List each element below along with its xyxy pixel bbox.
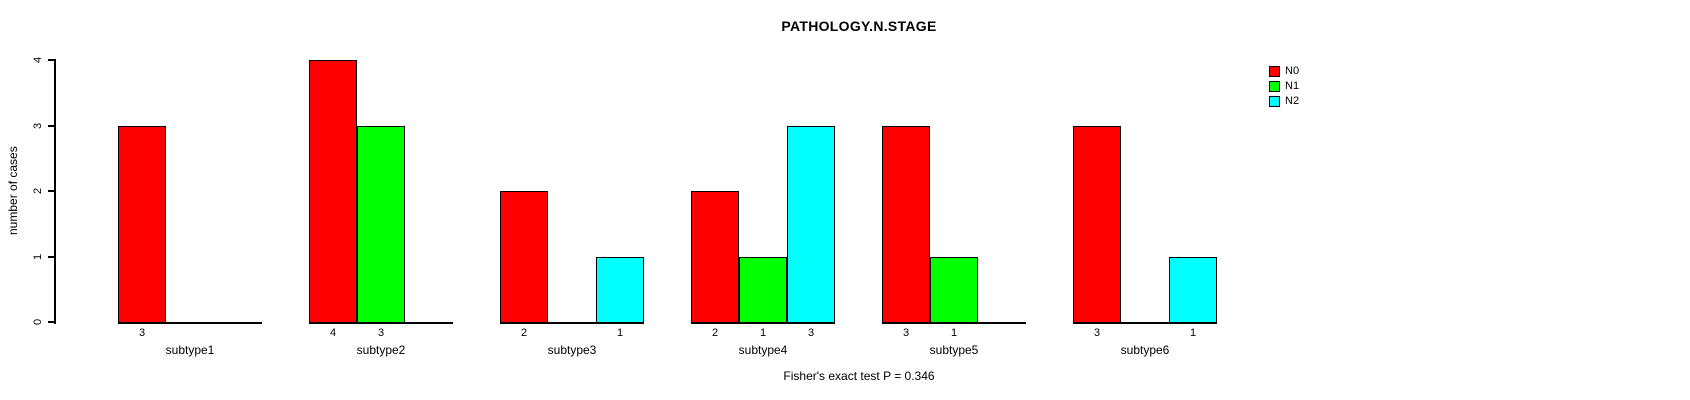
x-axis-baseline [500,322,644,324]
legend-swatch-N1 [1269,81,1280,92]
category-label: subtype4 [738,343,788,357]
legend-label: N2 [1285,95,1300,107]
bar-count-label: 3 [1093,327,1101,339]
legend-row: N0 [1269,66,1299,77]
bar-count-label: 3 [377,327,385,339]
legend-label: N1 [1285,80,1300,92]
bar-subtype4-N1 [739,256,787,323]
legend-row: N2 [1269,96,1299,107]
x-axis-baseline [691,322,835,324]
category-label: subtype5 [929,343,979,357]
bar-subtype6-N2 [1169,256,1217,323]
bar-subtype5-N1 [930,256,978,323]
y-axis-tick [48,59,55,61]
bar-subtype3-N2 [596,256,644,323]
y-axis-tick [48,255,55,258]
y-axis-tick-label: 0 [32,318,44,326]
bar-subtype4-N2 [787,125,835,323]
bar-count-label: 3 [138,327,146,339]
legend-swatch-N0 [1269,66,1280,77]
bar-subtype1-N0 [118,125,166,323]
x-axis-baseline [1073,322,1217,324]
y-axis-tick-label: 2 [32,187,44,195]
y-axis-line [54,59,56,324]
category-label: subtype1 [165,343,215,357]
category-label: subtype2 [356,343,406,357]
legend: N0 N1 N2 [1269,66,1299,111]
y-axis-tick-label: 3 [32,122,44,129]
y-axis-label: number of cases [6,146,20,236]
fisher-test-annotation: Fisher's exact test P = 0.346 [783,369,935,383]
bar-count-label: 3 [902,327,910,339]
bar-count-label: 1 [616,327,624,339]
bar-subtype3-N0 [500,191,548,323]
bar-count-label: 1 [950,327,958,339]
bar-count-label: 2 [711,327,719,339]
legend-label: N0 [1285,65,1300,77]
y-axis-tick [48,190,55,192]
category-label: subtype3 [547,343,597,357]
y-axis-tick-label: 4 [32,56,44,64]
bar-subtype4-N0 [691,191,739,323]
legend-swatch-N2 [1269,96,1280,107]
chart-title: PATHOLOGY.N.STAGE [781,18,937,34]
bar-subtype2-N0 [309,60,357,323]
bar-count-label: 4 [329,327,337,339]
bar-count-label: 2 [520,327,528,339]
category-label: subtype6 [1120,343,1170,357]
y-axis-tick [48,321,55,323]
bar-count-label: 1 [759,327,767,339]
x-axis-baseline [118,322,262,324]
bar-count-label: 3 [807,327,815,339]
bar-count-label: 1 [1189,327,1197,339]
bar-subtype6-N0 [1073,125,1121,323]
bar-subtype5-N0 [882,125,930,323]
x-axis-baseline [309,322,453,324]
bar-subtype2-N1 [357,125,405,323]
y-axis-tick-label: 1 [32,253,44,260]
legend-row: N1 [1269,81,1299,92]
y-axis-tick [48,124,55,127]
x-axis-baseline [882,322,1026,324]
